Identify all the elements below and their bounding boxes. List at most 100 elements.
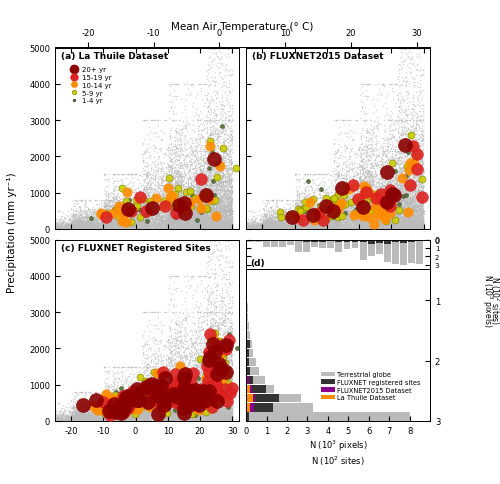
Point <box>204 211 212 219</box>
Point <box>150 403 158 411</box>
Point <box>220 399 228 407</box>
Point <box>128 374 136 381</box>
Point <box>384 187 392 195</box>
Point <box>102 221 110 229</box>
Point <box>104 212 112 220</box>
Point <box>200 209 208 216</box>
Point <box>151 172 159 180</box>
Point <box>210 386 218 393</box>
Point <box>324 197 332 204</box>
Point <box>109 413 117 421</box>
Bar <box>246 385 274 393</box>
Point <box>206 346 214 354</box>
Point <box>298 217 306 225</box>
Point <box>376 222 384 230</box>
Point <box>386 216 394 224</box>
Point <box>136 220 144 228</box>
Point <box>222 203 230 211</box>
Point <box>164 416 172 424</box>
Point <box>167 217 175 225</box>
Point <box>346 205 354 212</box>
Point <box>135 408 143 415</box>
Point <box>388 117 396 125</box>
Point <box>384 140 392 148</box>
Point <box>396 194 404 201</box>
Point <box>320 225 328 232</box>
Point <box>356 212 364 219</box>
Point <box>60 216 68 224</box>
Point <box>124 398 132 406</box>
Point <box>199 213 207 221</box>
Point <box>304 215 312 223</box>
Point <box>334 224 342 232</box>
Point <box>104 388 112 396</box>
Point <box>297 211 305 218</box>
Point <box>116 197 124 205</box>
Point <box>316 217 324 225</box>
Point <box>168 196 175 204</box>
Point <box>222 207 230 215</box>
Point <box>390 215 398 223</box>
Point <box>388 222 396 230</box>
Point <box>105 408 113 415</box>
Point <box>106 219 114 227</box>
Point <box>223 225 231 232</box>
Point <box>176 410 184 418</box>
Point <box>324 213 332 221</box>
Point <box>413 206 421 213</box>
Point <box>286 226 294 233</box>
Point <box>84 225 92 232</box>
Point <box>208 96 216 104</box>
Point <box>413 210 421 218</box>
Point <box>402 180 410 188</box>
Point <box>206 361 214 368</box>
Point <box>196 397 204 405</box>
Point <box>407 175 415 183</box>
Point <box>169 272 177 280</box>
Point <box>176 170 184 178</box>
Point <box>200 220 207 227</box>
Point <box>214 392 222 399</box>
Point <box>195 416 203 424</box>
Point <box>175 202 183 210</box>
Point <box>382 212 390 220</box>
Point <box>226 399 234 407</box>
Point <box>366 223 374 231</box>
Point <box>408 182 416 189</box>
Point <box>205 399 213 407</box>
Point <box>192 196 200 203</box>
Point <box>208 221 216 229</box>
Point <box>162 414 170 422</box>
Point <box>416 223 424 230</box>
Point <box>200 212 207 220</box>
Point <box>356 195 364 202</box>
Point <box>356 198 364 206</box>
Point <box>404 207 412 215</box>
Point <box>132 203 140 211</box>
Point <box>190 135 198 142</box>
Point <box>394 207 402 215</box>
Point <box>373 216 381 224</box>
Point <box>413 45 421 52</box>
Point <box>124 387 132 394</box>
Point <box>127 209 135 216</box>
Point <box>104 223 112 231</box>
Point <box>350 226 358 233</box>
Point <box>138 168 146 176</box>
Point <box>102 405 110 413</box>
Point <box>174 219 182 227</box>
Point <box>206 362 214 369</box>
Point <box>180 222 188 229</box>
Point <box>106 403 114 410</box>
Point <box>124 212 132 220</box>
Point <box>202 222 209 229</box>
Point <box>342 195 350 202</box>
Point <box>210 394 218 402</box>
Point <box>224 408 232 416</box>
Point <box>282 221 290 229</box>
Point <box>417 202 425 210</box>
Point <box>200 363 208 371</box>
Point <box>366 181 374 188</box>
Point <box>205 384 213 392</box>
Point <box>205 179 213 187</box>
